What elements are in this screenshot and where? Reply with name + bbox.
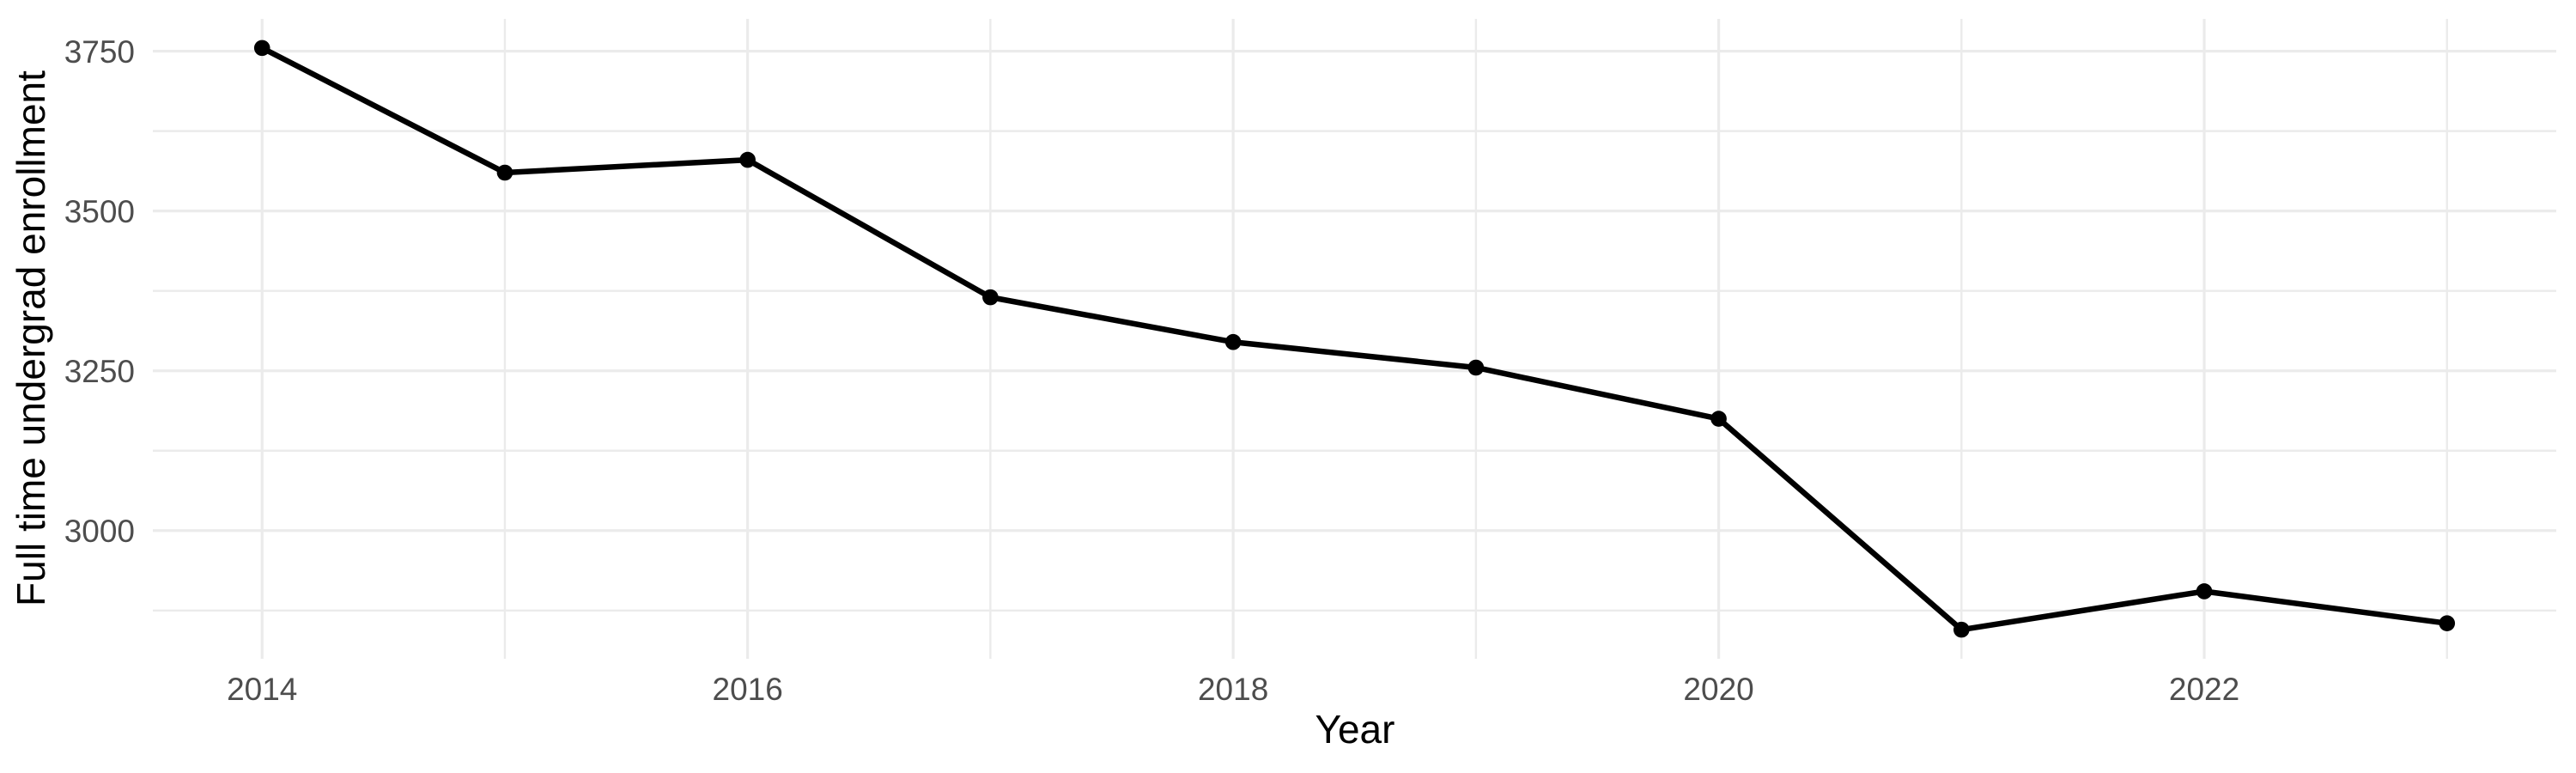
data-point-2015: [496, 164, 513, 181]
data-point-2017: [982, 289, 999, 306]
y-tick-label-3000: 3000: [64, 513, 135, 549]
x-tick-label-2016: 2016: [712, 672, 783, 707]
major-gridlines: [153, 19, 2556, 659]
y-axis-title: Full time undergrad enrollment: [9, 70, 53, 606]
y-tick-label-3250: 3250: [64, 353, 135, 389]
data-point-2020: [1710, 411, 1727, 427]
y-tick-label-3500: 3500: [64, 193, 135, 229]
data-point-2022: [2196, 583, 2213, 600]
data-point-2018: [1224, 333, 1242, 350]
data-point-2019: [1467, 359, 1485, 376]
minor-gridlines: [153, 19, 2556, 659]
x-tick-label-2014: 2014: [227, 672, 298, 707]
x-tick-label-2022: 2022: [2168, 672, 2240, 707]
data-point-2021: [1953, 621, 1970, 638]
data-point-2016: [739, 151, 756, 168]
data-points: [253, 40, 2456, 638]
enrollment-trend-line: [260, 45, 2448, 633]
data-point-2014: [253, 40, 270, 57]
x-tick-label-2020: 2020: [1683, 672, 1754, 707]
x-axis-title: Year: [1315, 707, 1395, 752]
y-tick-label-3750: 3750: [64, 33, 135, 70]
x-tick-label-2018: 2018: [1197, 672, 1269, 707]
data-point-2023: [2439, 615, 2456, 631]
